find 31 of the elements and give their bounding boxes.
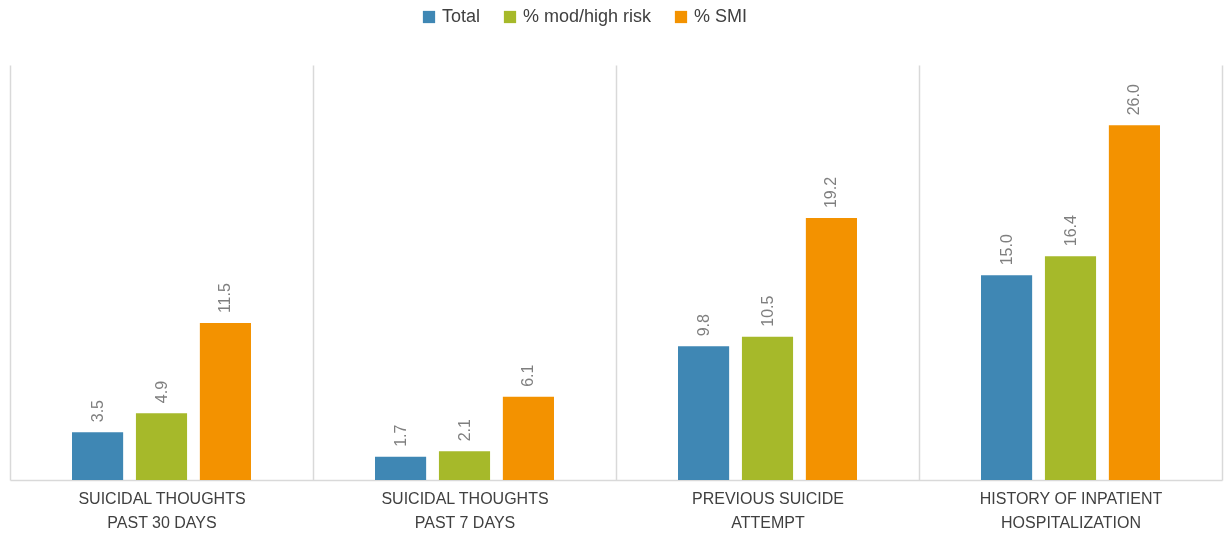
bar	[805, 218, 857, 480]
data-label: 2.1	[455, 419, 473, 442]
bar	[1108, 125, 1160, 480]
bar	[199, 323, 251, 480]
data-label: 3.5	[88, 399, 106, 423]
x-tick-label: SUICIDAL THOUGHTS PAST 30 DAYS	[78, 489, 246, 531]
bar	[741, 336, 794, 480]
data-label: 11.5	[216, 283, 234, 314]
bar	[502, 396, 554, 480]
bar	[981, 275, 1033, 480]
data-label: 1.7	[391, 424, 409, 447]
bar	[72, 432, 124, 480]
bar	[678, 346, 730, 480]
data-label: 15.0	[997, 234, 1015, 266]
data-label: 9.8	[694, 313, 712, 337]
data-label: 26.0	[1125, 84, 1143, 116]
data-label: 4.9	[152, 380, 170, 404]
legend-label: % SMI	[694, 6, 748, 26]
data-label: 19.2	[822, 176, 840, 209]
data-label: 16.4	[1061, 215, 1079, 247]
x-tick-label: PREVIOUS SUICIDE ATTEMPT	[691, 489, 845, 531]
data-label: 10.5	[758, 295, 776, 327]
legend-label: % mod/high risk	[523, 6, 653, 26]
bar	[438, 451, 491, 480]
bar	[135, 413, 188, 480]
bar	[375, 456, 427, 480]
x-tick-label: SUICIDAL THOUGHTS PAST 7 DAYS	[381, 489, 549, 531]
bar	[1044, 256, 1097, 480]
x-tick-label: HISTORY OF INPATIENT HOSPITALIZATION	[979, 489, 1163, 531]
data-label: 6.1	[519, 364, 537, 387]
legend-label: Total	[442, 6, 481, 26]
